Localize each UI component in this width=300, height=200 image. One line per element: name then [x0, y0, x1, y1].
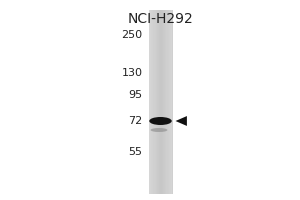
Ellipse shape [151, 128, 167, 132]
Bar [164, 10, 165, 194]
Bar [171, 10, 172, 194]
Bar [163, 10, 164, 194]
Bar [169, 10, 170, 194]
Bar [167, 10, 168, 194]
Text: 55: 55 [128, 147, 142, 157]
Bar [152, 10, 153, 194]
Text: 250: 250 [122, 30, 142, 40]
Polygon shape [176, 116, 187, 126]
Bar [159, 10, 160, 194]
Bar [152, 10, 169, 194]
Bar [148, 10, 172, 194]
Bar [160, 10, 162, 194]
Bar [168, 10, 169, 194]
Bar [162, 10, 163, 194]
Bar [154, 10, 156, 194]
Bar [165, 10, 166, 194]
Text: 72: 72 [128, 116, 142, 126]
Bar [158, 10, 159, 194]
Ellipse shape [149, 117, 172, 125]
Bar [157, 10, 158, 194]
Bar [170, 10, 171, 194]
Text: NCI-H292: NCI-H292 [128, 12, 194, 26]
Bar [148, 10, 150, 194]
Text: 130: 130 [122, 68, 142, 78]
Text: 95: 95 [128, 90, 142, 100]
Bar [150, 10, 151, 194]
Bar [151, 10, 152, 194]
Bar [153, 10, 154, 194]
Bar [156, 10, 157, 194]
